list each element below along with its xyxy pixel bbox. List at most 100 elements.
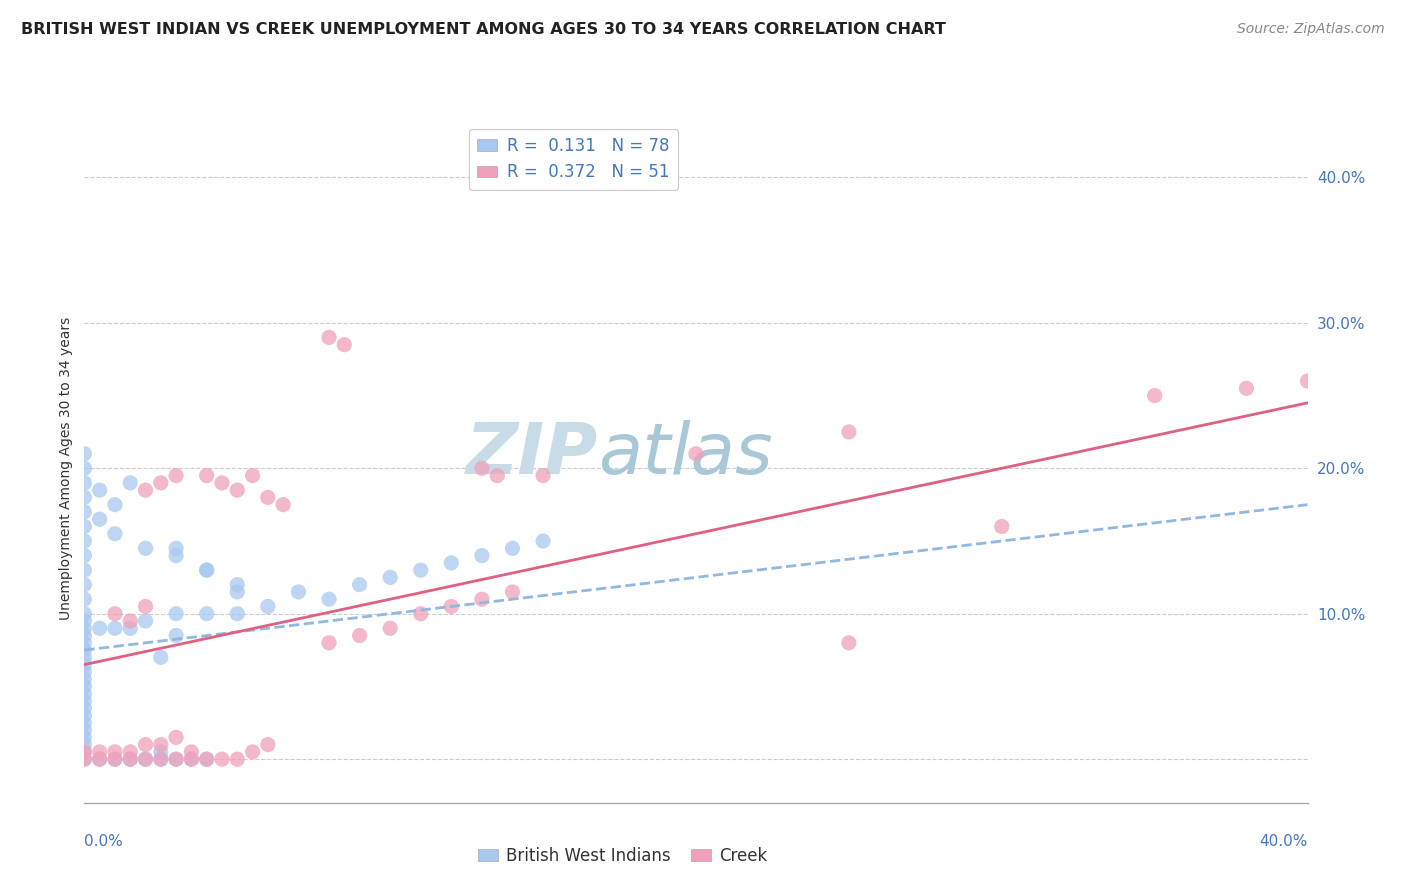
Point [242,745,264,759]
Point [73,607,96,621]
Point [318,636,340,650]
Point [73,708,96,723]
Point [73,475,96,490]
Point [165,468,187,483]
Point [135,541,157,556]
Point [73,745,96,759]
Point [211,475,233,490]
Point [135,752,157,766]
Point [73,628,96,642]
Point [135,614,157,628]
Point [73,621,96,635]
Point [1296,374,1319,388]
Point [73,657,96,672]
Point [135,483,157,497]
Point [73,491,96,505]
Point [180,745,202,759]
Text: atlas: atlas [598,420,773,490]
Point [104,752,127,766]
Point [502,541,524,556]
Point [440,599,463,614]
Point [73,687,96,701]
Point [135,752,157,766]
Point [242,468,264,483]
Point [380,570,402,584]
Point [257,738,280,752]
Point [165,549,187,563]
Point [165,752,187,766]
Point [120,475,142,490]
Point [257,491,280,505]
Point [73,636,96,650]
Point [120,614,142,628]
Point [73,752,96,766]
Point [73,731,96,745]
Point [120,621,142,635]
Point [226,607,249,621]
Point [89,621,111,635]
Point [333,337,356,351]
Point [1234,381,1257,395]
Point [73,592,96,607]
Point [73,447,96,461]
Point [226,483,249,497]
Point [73,715,96,730]
Text: Source: ZipAtlas.com: Source: ZipAtlas.com [1237,22,1385,37]
Point [104,526,127,541]
Point [165,731,187,745]
Point [104,621,127,635]
Text: ZIP: ZIP [465,420,598,490]
Point [471,549,494,563]
Point [318,592,340,607]
Point [349,577,371,591]
Point [73,752,96,766]
Point [226,585,249,599]
Point [73,519,96,533]
Point [120,752,142,766]
Text: 40.0%: 40.0% [1260,834,1308,849]
Point [73,549,96,563]
Point [73,650,96,665]
Point [838,425,860,439]
Text: BRITISH WEST INDIAN VS CREEK UNEMPLOYMENT AMONG AGES 30 TO 34 YEARS CORRELATION : BRITISH WEST INDIAN VS CREEK UNEMPLOYMEN… [21,22,946,37]
Point [104,498,127,512]
Point [287,585,309,599]
Point [195,563,218,577]
Point [73,672,96,686]
Point [211,752,233,766]
Point [409,563,432,577]
Point [195,563,218,577]
Point [531,534,554,549]
Point [73,694,96,708]
Point [486,468,509,483]
Point [195,607,218,621]
Point [120,745,142,759]
Text: 0.0%: 0.0% [84,834,124,849]
Y-axis label: Unemployment Among Ages 30 to 34 years: Unemployment Among Ages 30 to 34 years [59,317,73,620]
Point [149,752,172,766]
Point [149,752,172,766]
Point [165,628,187,642]
Point [195,752,218,766]
Point [180,752,202,766]
Point [180,752,202,766]
Point [471,592,494,607]
Point [89,512,111,526]
Point [149,738,172,752]
Point [73,614,96,628]
Point [149,475,172,490]
Point [104,607,127,621]
Point [226,752,249,766]
Point [440,556,463,570]
Point [349,628,371,642]
Point [120,752,142,766]
Legend: British West Indians, Creek: British West Indians, Creek [471,840,775,871]
Point [104,745,127,759]
Point [104,752,127,766]
Point [149,745,172,759]
Point [1143,388,1166,402]
Point [685,447,707,461]
Point [380,621,402,635]
Point [471,461,494,475]
Point [89,483,111,497]
